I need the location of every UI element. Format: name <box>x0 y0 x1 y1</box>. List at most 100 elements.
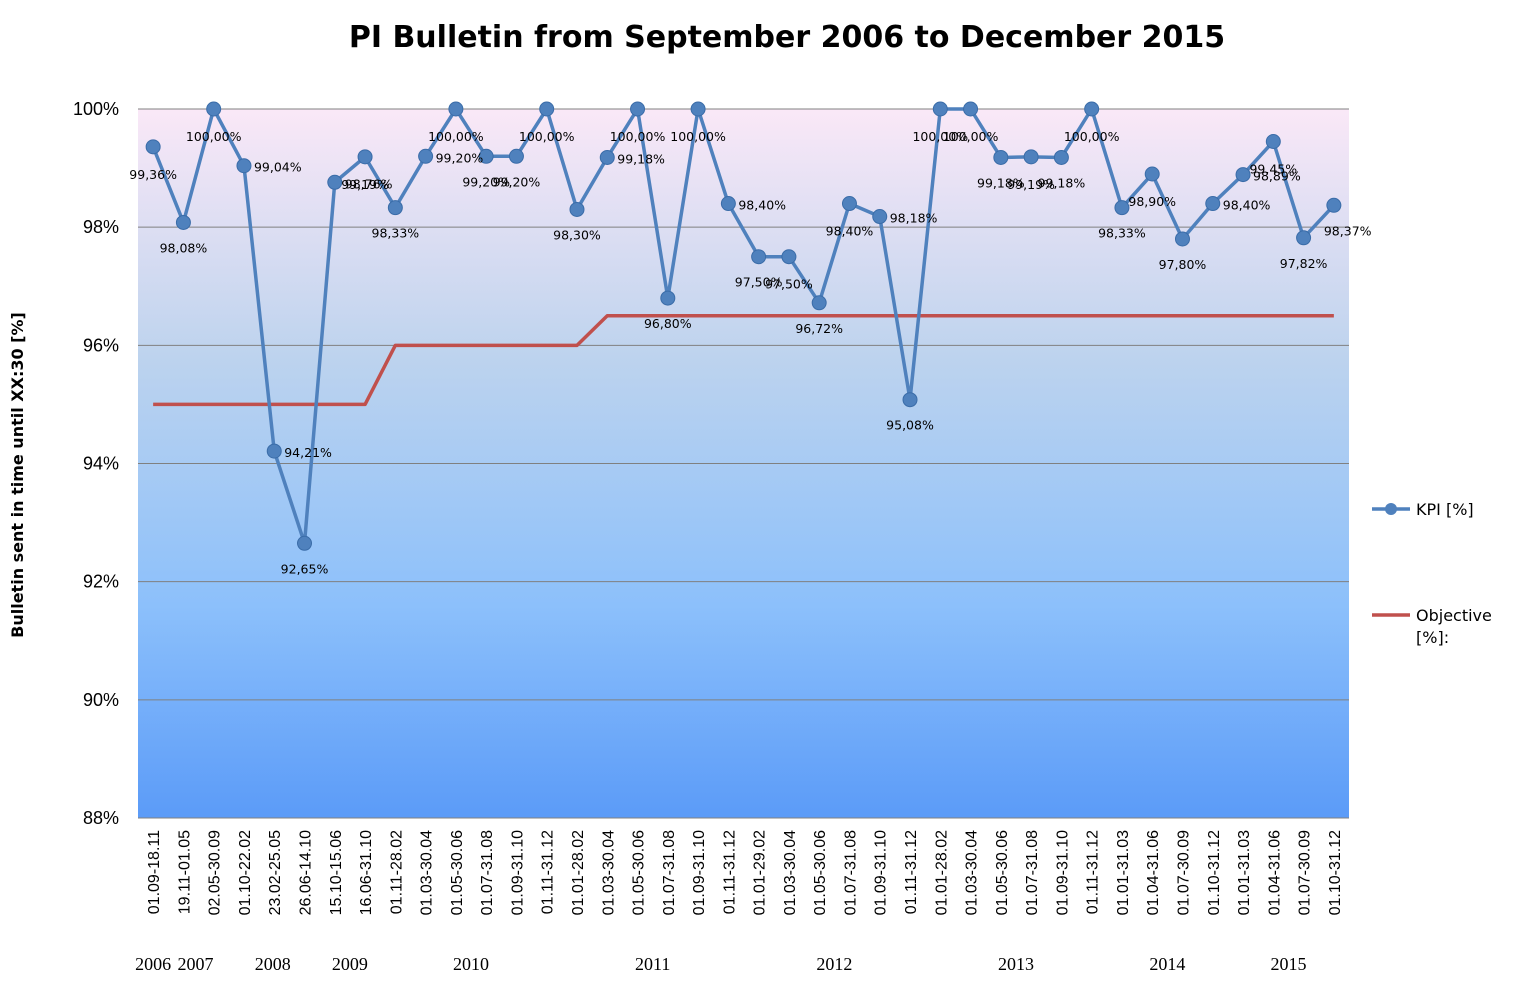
data-label: 95,08% <box>886 418 934 433</box>
x-tick-label: 01.09-31.10 <box>691 830 708 916</box>
kpi-point <box>266 443 282 459</box>
data-label: 100,00% <box>1064 129 1120 144</box>
legend-item-objective: Objective [%]: <box>1372 606 1497 647</box>
x-tick-label: 26.06-14.10 <box>298 830 315 916</box>
kpi-point <box>448 101 464 117</box>
x-tick-label: 01.01-31.03 <box>1115 830 1132 916</box>
kpi-point <box>418 148 434 164</box>
kpi-point <box>175 214 191 230</box>
year-label: 2010 <box>453 954 489 974</box>
data-label: 98,40% <box>826 224 874 239</box>
data-label: 97,50% <box>735 275 783 290</box>
kpi-point <box>1174 231 1190 247</box>
year-label: 2014 <box>1149 954 1185 974</box>
kpi-point <box>1326 197 1342 213</box>
data-label: 97,80% <box>1159 257 1207 272</box>
kpi-point <box>478 148 494 164</box>
data-label: 98,33% <box>372 226 420 241</box>
kpi-point <box>811 295 827 311</box>
x-tick-label: 01.10-31.12 <box>1206 830 1223 916</box>
kpi-line <box>151 107 1336 546</box>
kpi-point <box>539 101 555 117</box>
legend-kpi-label: KPI [%] <box>1416 500 1474 519</box>
kpi-point <box>1114 200 1130 216</box>
x-tick-label: 01.03-30.04 <box>782 830 799 916</box>
data-label: 98,76% <box>345 176 393 191</box>
x-tick-label: 01.07-31.08 <box>479 830 496 916</box>
y-tick-label: 98% <box>83 217 119 237</box>
x-tick-label: 15.10-15.06 <box>328 830 345 916</box>
data-label: 98,40% <box>1223 198 1271 213</box>
data-label: 98,90% <box>1128 194 1176 209</box>
kpi-point <box>387 200 403 216</box>
year-label: 2008 <box>255 954 291 974</box>
x-tick-label: 19.11-01.05 <box>176 830 193 914</box>
data-label: 98,40% <box>738 198 786 213</box>
y-tick-label: 88% <box>83 808 119 828</box>
x-tick-label: 01.04-31.06 <box>1145 830 1162 916</box>
data-label: 99,18% <box>1038 175 1086 190</box>
kpi-point <box>781 249 797 265</box>
x-tick-label: 01.10-31.12 <box>1327 830 1344 916</box>
y-tick-label: 100% <box>73 99 119 119</box>
y-tick-label: 96% <box>83 335 119 355</box>
y-axis-ticks: 88% 90% 92% 94% 96% 98% 100% <box>73 99 119 828</box>
year-label: 2013 <box>998 954 1034 974</box>
data-label: 99,45% <box>1249 161 1297 176</box>
x-tick-label: 01.03-30.04 <box>419 830 436 916</box>
x-tick-label: 01.05-30.06 <box>449 830 466 916</box>
y-tick-label: 90% <box>83 690 119 710</box>
kpi-point <box>206 101 222 117</box>
data-label: 94,21% <box>284 445 332 460</box>
x-axis-ticks: 01.09-18.11 19.11-01.05 02.05-30.09 01.10-2… <box>146 830 1344 916</box>
x-tick-label: 01.01-28.02 <box>933 830 950 916</box>
legend-kpi-marker <box>1385 503 1397 515</box>
data-label: 99,18% <box>977 175 1025 190</box>
x-tick-label: 01.09-31.10 <box>509 830 526 916</box>
data-label: 100,00% <box>943 129 999 144</box>
x-tick-label: 01.09-31.10 <box>1054 830 1071 916</box>
x-tick-label: 01.11-31.12 <box>540 830 557 914</box>
kpi-series <box>145 101 1342 551</box>
kpi-point <box>327 174 343 190</box>
data-label: 100,00% <box>186 129 242 144</box>
x-tick-label: 01.07-31.08 <box>1024 830 1041 916</box>
kpi-point <box>297 535 313 551</box>
x-tick-label: 01.03-30.04 <box>964 830 981 916</box>
kpi-point <box>1053 149 1069 165</box>
x-tick-label: 01.11-31.12 <box>903 830 920 914</box>
data-labels: 99,36% 98,08% 100,00% 99,04% 94,21% 92,65% 98,… <box>129 129 1371 576</box>
data-label: 99,18% <box>617 151 665 166</box>
y-tick-label: 94% <box>83 454 119 474</box>
x-tick-label: 01.04-31.06 <box>1266 830 1283 916</box>
x-tick-label: 01.07-30.09 <box>1175 830 1192 916</box>
year-label: 2012 <box>816 954 852 974</box>
kpi-point <box>751 249 767 265</box>
data-label: 100,00% <box>610 129 666 144</box>
kpi-point <box>145 139 161 155</box>
x-tick-label: 01.07-31.08 <box>661 830 678 916</box>
x-tick-label: 01.09-18.11 <box>146 830 163 914</box>
kpi-point <box>720 196 736 212</box>
kpi-point <box>508 148 524 164</box>
x-tick-label: 01.07-31.08 <box>842 830 859 916</box>
kpi-point <box>902 392 918 408</box>
kpi-point <box>569 201 585 217</box>
chart-title: PI Bulletin from September 2006 to Decem… <box>349 20 1225 55</box>
x-tick-label: 01.09-31.10 <box>873 830 890 916</box>
kpi-point <box>357 149 373 165</box>
data-label: 98,37% <box>1324 223 1372 238</box>
kpi-point <box>236 158 252 174</box>
kpi-point <box>1205 196 1221 212</box>
x-tick-label: 01.01-29.02 <box>752 830 769 916</box>
x-tick-label: 01.10-22.02 <box>237 830 254 916</box>
data-label: 92,65% <box>281 561 329 576</box>
x-tick-label: 01.11-31.12 <box>1085 830 1102 914</box>
legend-objective-label: Objective [%]: <box>1416 606 1497 647</box>
year-labels: 2006 2007 2008 2009 2010 2011 2012 2013 2014 2015 <box>135 954 1306 974</box>
x-tick-label: 01.11-28.02 <box>388 830 405 914</box>
kpi-point <box>1235 167 1251 183</box>
kpi-point <box>872 209 888 225</box>
x-tick-label: 16.06-31.10 <box>358 830 375 916</box>
x-tick-label: 01.05-30.06 <box>812 830 829 916</box>
